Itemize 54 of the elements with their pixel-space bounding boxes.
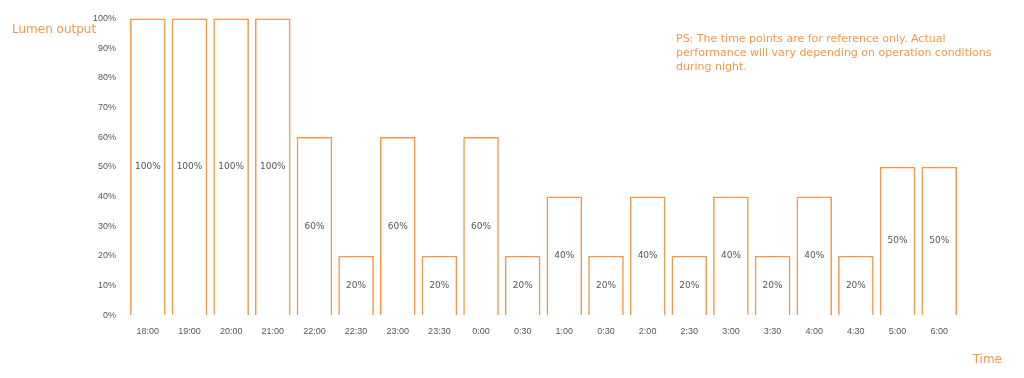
x-tick-label: 3:00 bbox=[722, 326, 740, 337]
x-tick-label: 23:30 bbox=[428, 326, 451, 337]
data-label: 20% bbox=[762, 279, 784, 290]
x-tick-label: 0:30 bbox=[513, 326, 532, 337]
x-tick-label: 21:00 bbox=[261, 326, 285, 337]
y-tick-label: 80% bbox=[98, 72, 117, 83]
x-axis-title: Time bbox=[972, 352, 1002, 366]
data-label: 100% bbox=[218, 161, 245, 172]
data-label: 40% bbox=[554, 250, 575, 261]
x-tick-label: 18:00 bbox=[136, 326, 160, 337]
x-tick-label: 3:30 bbox=[763, 326, 782, 337]
x-tick-label: 1:00 bbox=[555, 326, 574, 337]
y-tick-label: 50% bbox=[98, 161, 117, 172]
data-label: 20% bbox=[679, 279, 700, 290]
x-tick-label: 2:30 bbox=[680, 326, 699, 337]
y-axis-title: Lumen output bbox=[12, 22, 97, 36]
data-label: 40% bbox=[720, 250, 742, 261]
data-label: 100% bbox=[259, 161, 287, 172]
y-tick-label: 90% bbox=[98, 42, 117, 53]
x-tick-label: 4:30 bbox=[847, 326, 865, 337]
x-tick-label: 4:00 bbox=[805, 326, 823, 337]
x-tick-label: 6:00 bbox=[930, 326, 948, 337]
data-label: 20% bbox=[346, 279, 367, 290]
x-tick-label: 20:00 bbox=[219, 326, 243, 337]
data-label: 20% bbox=[595, 279, 617, 290]
data-label: 100% bbox=[176, 161, 203, 172]
x-tick-label: 23:00 bbox=[386, 326, 409, 337]
data-label: 60% bbox=[304, 220, 325, 231]
data-label: 20% bbox=[429, 279, 450, 290]
data-label: 60% bbox=[387, 220, 409, 231]
x-tick-label: 22:30 bbox=[344, 326, 368, 337]
y-tick-label: 10% bbox=[98, 280, 117, 290]
y-tick-label: 0% bbox=[103, 309, 117, 320]
annotation: PS: The time points are for reference only. Actual performance will vary depending on operation conditions during night. bbox=[676, 32, 993, 74]
x-tick-label: 0:30 bbox=[597, 326, 615, 337]
data-label: 50% bbox=[929, 235, 950, 246]
x-tick-label: 0:00 bbox=[472, 326, 490, 337]
y-tick-label: 20% bbox=[98, 250, 117, 261]
data-label: 20% bbox=[512, 279, 534, 290]
y-tick-label: 100% bbox=[92, 12, 117, 23]
data-label: 60% bbox=[471, 220, 492, 231]
y-tick-label: 60% bbox=[98, 131, 117, 142]
x-tick-label: 2:00 bbox=[638, 326, 657, 337]
x-tick-label: 19:00 bbox=[178, 326, 201, 337]
data-label: 50% bbox=[887, 235, 908, 246]
y-tick-label: 30% bbox=[98, 220, 117, 231]
data-label: 40% bbox=[804, 250, 825, 261]
x-tick-label: 22:00 bbox=[303, 326, 326, 337]
y-tick-label: 70% bbox=[98, 101, 117, 112]
x-tick-label: 5:00 bbox=[888, 326, 907, 337]
y-tick-label: 40% bbox=[98, 190, 117, 201]
data-label: 20% bbox=[845, 279, 867, 290]
data-label: 100% bbox=[134, 161, 162, 172]
data-label: 40% bbox=[637, 250, 659, 261]
